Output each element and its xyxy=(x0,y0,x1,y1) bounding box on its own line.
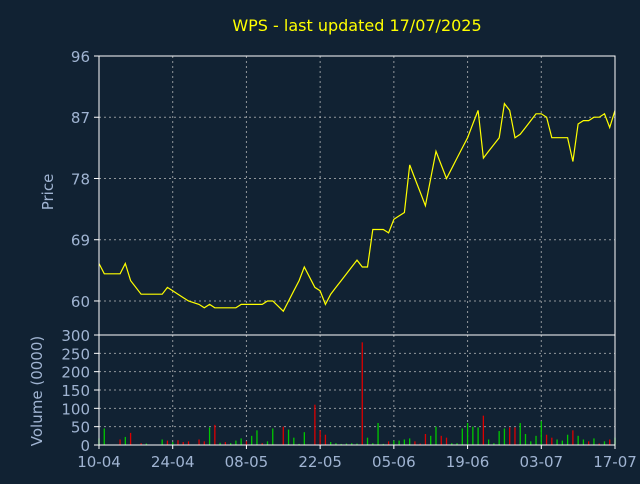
volume-xtick-label: 05-06 xyxy=(372,453,416,471)
volume-xtick-label: 17-07 xyxy=(593,453,637,471)
volume-axis-label: Volume (0000) xyxy=(28,336,46,446)
price-ytick-label: 96 xyxy=(71,48,90,66)
volume-ytick-label: 50 xyxy=(71,419,90,437)
price-axis-label: Price xyxy=(39,174,57,211)
price-ytick-label: 78 xyxy=(71,170,90,188)
chart-title: WPS - last updated 17/07/2025 xyxy=(232,16,481,35)
volume-ytick-label: 200 xyxy=(61,364,90,382)
volume-ytick-label: 100 xyxy=(61,400,90,418)
volume-frame xyxy=(98,334,616,446)
volume-xtick-label: 03-07 xyxy=(519,453,563,471)
volume-ytick-label: 150 xyxy=(61,382,90,400)
volume-xtick-label: 08-05 xyxy=(225,453,269,471)
price-ytick-label: 69 xyxy=(71,232,90,250)
volume-plot-area xyxy=(99,335,615,445)
volume-xtick-label: 22-05 xyxy=(298,453,342,471)
volume-xtick-label: 10-04 xyxy=(77,453,121,471)
price-ytick-label: 60 xyxy=(71,293,90,311)
volume-ytick-label: 250 xyxy=(61,345,90,363)
volume-ytick-label: 300 xyxy=(61,327,90,345)
volume-xtick-label: 24-04 xyxy=(151,453,195,471)
price-plot-area xyxy=(99,56,615,335)
price-line xyxy=(98,102,616,313)
volume-xtick-label: 19-06 xyxy=(446,453,490,471)
price-panel: 96 87 78 69 60 xyxy=(71,48,616,336)
price-ytick-label: 87 xyxy=(71,109,90,127)
volume-ytick-label: 0 xyxy=(80,437,90,455)
